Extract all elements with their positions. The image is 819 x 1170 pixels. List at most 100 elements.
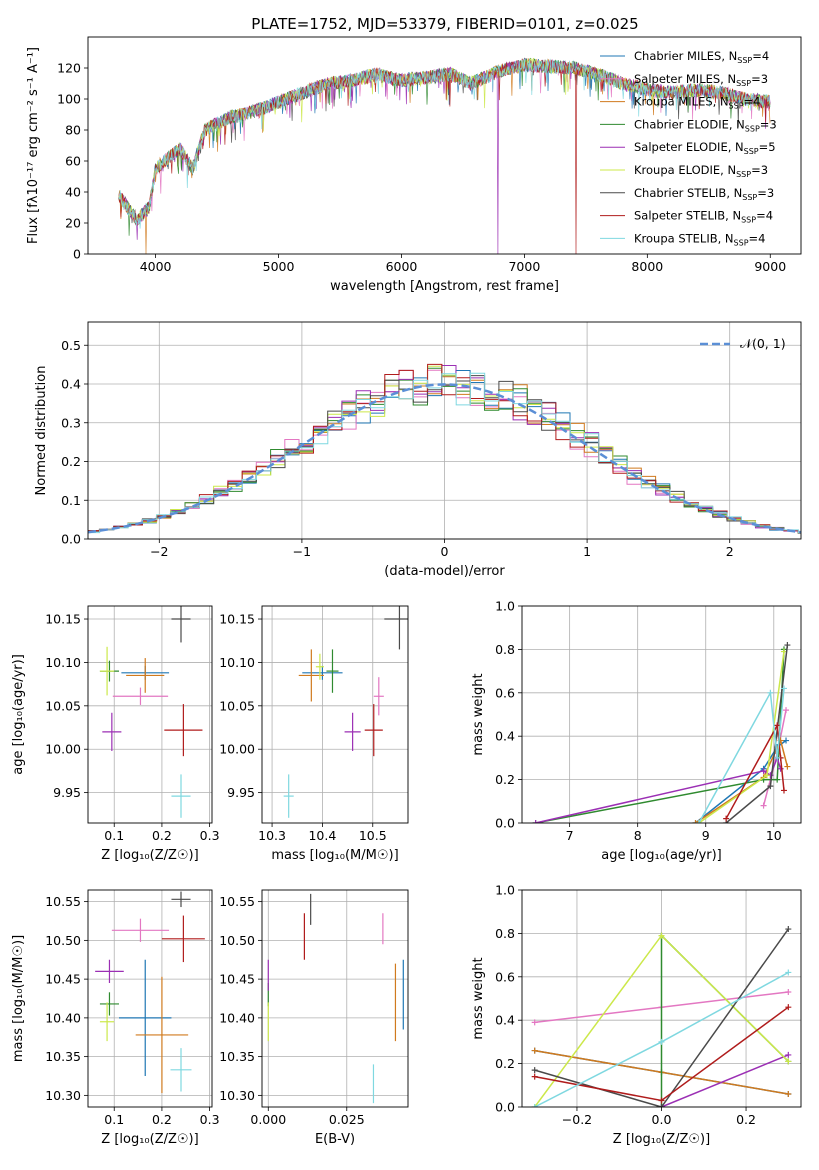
y-tick-label: 40 [65,185,81,200]
weight-marker [763,772,770,779]
weight-marker [531,1067,538,1074]
x-tick-label: −2 [150,544,168,559]
x-axis-label: (data-model)/error [384,564,505,579]
y-tick-label: 10.40 [219,1010,255,1025]
x-tick-label: 0.2 [152,828,172,843]
y-tick-label: 10.40 [45,1010,81,1025]
y-tick-label: 0.8 [495,926,515,941]
weight-lines [532,642,791,823]
grid [262,890,408,1107]
legend-value: =3 [757,186,774,200]
y-tick-label: 20 [65,216,81,231]
x-tick-label: 4000 [140,259,172,274]
normal-curve [88,383,801,534]
legend-value: =4 [749,231,766,245]
y-tick-label: 9.95 [227,785,255,800]
spectrum-panel: 4000 5000 6000 7000 8000 9000 0 20 40 60 80 100 120 w… [26,36,802,294]
weight-marker [784,642,791,649]
weight-marker [777,765,784,772]
y-tick-label: 10.00 [45,742,81,757]
x-axis-label: Z [log₁₀(Z/Z☉)] [613,1132,710,1147]
x-tick-label: 9 [702,828,710,843]
y-tick-label: 0.0 [495,816,515,831]
y-tick-label: 10.50 [219,933,255,948]
grid [88,890,212,1107]
y-tick-label: 0.0 [61,532,81,547]
weight-line [534,928,789,1107]
axes-frame [87,36,802,255]
y-tick-label: 10.55 [219,894,255,909]
weight-marker [767,783,774,790]
weight-marker [785,926,792,933]
residuals-panel: −2 −1 0 1 2 0.0 0.1 0.2 0.3 0.4 0.5 (data-model)/er… [34,321,802,579]
weight-marker [760,767,767,774]
legend-subscript: SSP [736,170,751,179]
y-tick-label: 10.30 [45,1088,81,1103]
x-tick-label: 0.1 [104,828,124,843]
y-tick-label: 0.4 [61,377,81,392]
x-tick-label: 0.000 [250,1112,286,1127]
legend-subscript: SSP [742,193,757,202]
x-axis-label: wavelength [Angstrom, rest frame] [330,279,559,294]
y-axis-label: Normed distribution [34,366,49,496]
weight-marker [760,802,767,809]
legend-value: =3 [751,72,768,86]
z-vs-weight-panel: −0.2 0.0 0.2 0.0 0.2 0.4 0.6 0.8 1.0 Z [log₁₀(Z/Z… [471,883,802,1147]
legend-label: Chabrier STELIB, NSSP=3 [634,186,774,202]
y-tick-label: 0 [73,247,81,262]
y-tick-label: 10.35 [45,1049,81,1064]
weight-marker [780,685,787,692]
x-tick-label: 10.3 [258,828,286,843]
x-tick-label: 2 [726,544,734,559]
axes-frame [87,605,213,824]
legend-subscript: SSP [734,238,749,247]
x-tick-label: 0.3 [200,828,220,843]
legend-label: Salpeter MILES, NSSP=3 [634,72,768,88]
y-tick-label: 0.2 [495,772,515,787]
y-tick-label: 10.00 [219,742,255,757]
legend-label: Chabrier MILES, NSSP=4 [634,49,769,65]
z-vs-age-panel: 0.1 0.2 0.3 9.95 10.00 10.05 10.10 10.15 Z [log₁… [11,605,220,863]
axes-frame [261,889,409,1108]
y-tick-label: 0.2 [495,1056,515,1071]
weight-marker [695,820,702,823]
weight-marker [767,689,774,696]
axes-frame [87,321,802,540]
y-axis-label: age [log₁₀(age/yr)] [11,654,26,775]
y-tick-label: 0.6 [495,969,515,984]
weight-marker [785,1051,792,1058]
weight-marker [658,932,665,939]
legend-label: Kroupa ELODIE, NSSP=3 [634,163,768,179]
legend-value: =5 [759,140,776,154]
y-tick-label: 0.6 [495,685,515,700]
x-axis-label: E(B-V) [315,1132,355,1147]
axes-frame [87,889,213,1108]
ebv-vs-mass-panel: 0.000 0.025 10.30 10.35 10.40 10.45 10.50 10.55… [219,889,409,1147]
x-tick-label: 8 [634,828,642,843]
weight-marker [532,820,539,823]
x-tick-label: 1 [583,544,591,559]
y-axis-label: mass [log₁₀(M/M☉)] [11,935,26,1062]
x-tick-label: 0.025 [329,1112,365,1127]
y-tick-label: 10.05 [219,698,255,713]
weight-marker [783,707,790,714]
y-tick-label: 10.10 [219,655,255,670]
weight-marker [785,1004,792,1011]
y-tick-label: 0.4 [495,1013,515,1028]
y-tick-label: 1.0 [495,599,515,614]
y-tick-label: 10.10 [45,655,81,670]
y-tick-label: 100 [57,92,81,107]
legend-label: Kroupa STELIB, NSSP=4 [634,231,765,247]
grid [262,606,408,823]
mass-vs-age-panel: 10.3 10.4 10.5 9.95 10.00 10.05 10.10 10.15 mass… [219,605,409,863]
y-tick-label: 10.55 [45,894,81,909]
y-tick-label: 10.05 [45,698,81,713]
y-axis-label: Flux [fλ10⁻¹⁷ erg cm⁻² s⁻¹ A⁻¹] [26,47,41,244]
legend-value: =4 [756,209,773,223]
weight-marker [723,815,730,822]
weight-marker [774,722,781,729]
x-tick-label: 9000 [754,259,786,274]
x-axis-label: age [log₁₀(age/yr)] [601,848,722,863]
x-tick-label: 10.4 [308,828,336,843]
